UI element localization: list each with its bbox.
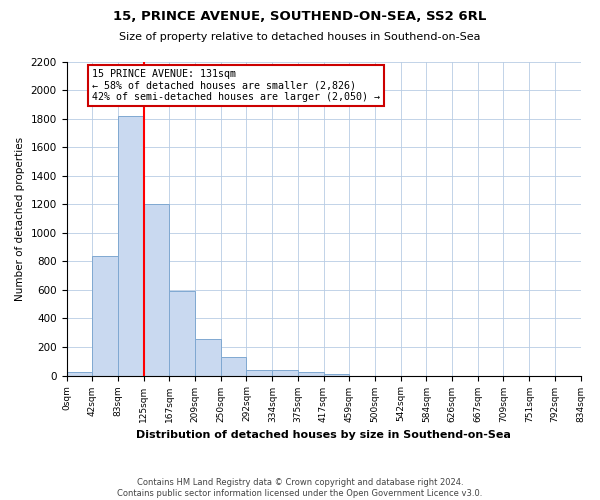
Y-axis label: Number of detached properties: Number of detached properties [15, 136, 25, 300]
Bar [272, 370, 298, 376]
Bar [221, 357, 247, 376]
Bar [67, 372, 92, 376]
Text: Contains HM Land Registry data © Crown copyright and database right 2024.
Contai: Contains HM Land Registry data © Crown c… [118, 478, 482, 498]
Bar [118, 116, 143, 376]
Text: 15, PRINCE AVENUE, SOUTHEND-ON-SEA, SS2 6RL: 15, PRINCE AVENUE, SOUTHEND-ON-SEA, SS2 … [113, 10, 487, 23]
Bar [143, 204, 169, 376]
Bar [92, 256, 118, 376]
Bar [247, 370, 272, 376]
Text: Size of property relative to detached houses in Southend-on-Sea: Size of property relative to detached ho… [119, 32, 481, 42]
X-axis label: Distribution of detached houses by size in Southend-on-Sea: Distribution of detached houses by size … [136, 430, 511, 440]
Bar [196, 339, 221, 376]
Bar [323, 374, 349, 376]
Bar [298, 372, 323, 376]
Bar [169, 292, 196, 376]
Text: 15 PRINCE AVENUE: 131sqm
← 58% of detached houses are smaller (2,826)
42% of sem: 15 PRINCE AVENUE: 131sqm ← 58% of detach… [92, 68, 380, 102]
